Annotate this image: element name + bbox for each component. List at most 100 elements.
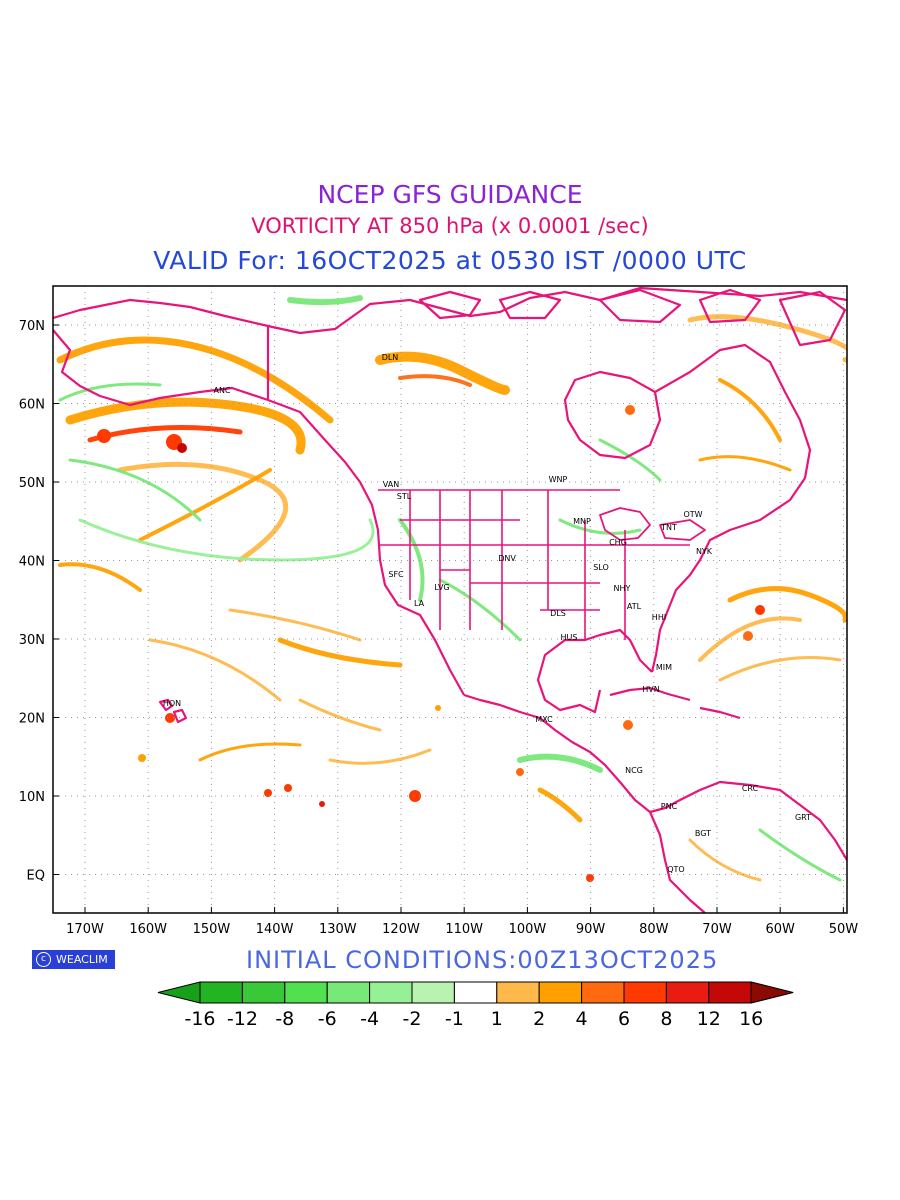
station-label: NCG [625, 766, 643, 775]
legend-label: -2 [403, 1008, 422, 1030]
station-label: DLN [382, 353, 399, 362]
legend-swatch [411, 981, 455, 1004]
lon-label: 90W [576, 922, 606, 937]
vorticity-band [438, 578, 522, 642]
vorticity-band [58, 382, 162, 402]
vorticity-band [688, 838, 762, 882]
vorticity-maximum [264, 789, 272, 797]
legend-label: 1 [491, 1008, 503, 1030]
vorticity-maximum [516, 768, 524, 776]
legend-label: 6 [618, 1008, 630, 1030]
legend-swatch [241, 981, 286, 1004]
map-frame [52, 285, 848, 914]
vorticity-maximum [177, 443, 187, 453]
vorticity-maximum [586, 874, 594, 882]
station-label: BGT [695, 829, 711, 838]
legend-label: 16 [739, 1008, 763, 1030]
station-label: DNV [498, 554, 516, 563]
vorticity-maximum [435, 705, 441, 711]
lon-label: 130W [319, 922, 357, 937]
station-label: ATL [627, 602, 642, 611]
political-boundaries [53, 286, 847, 913]
lat-label: 60N [19, 398, 45, 413]
lat-label: 70N [19, 319, 45, 334]
vorticity-band [537, 787, 583, 823]
vorticity-band [558, 518, 642, 535]
lon-label: 140W [256, 922, 294, 937]
vorticity-band [228, 608, 362, 642]
color-legend: -16 -12 -8 -6 -4 -2 -1 1 2 4 6 8 12 16 [157, 981, 794, 1030]
legend-swatch [199, 981, 243, 1004]
station-label: CHG [609, 538, 627, 547]
vorticity-band [758, 828, 842, 882]
vorticity-band [687, 314, 847, 363]
initial-conditions: INITIAL CONDITIONS:00Z13OCT2025 [246, 946, 719, 974]
legend-swatch [581, 981, 625, 1004]
legend-swatch [369, 981, 413, 1004]
legend-swatch [665, 981, 710, 1004]
vorticity-maximum [284, 784, 292, 792]
station-label: HHI [652, 613, 666, 622]
lon-label: 170W [66, 922, 104, 937]
station-label: MIM [656, 663, 672, 672]
station-label: NHY [614, 584, 631, 593]
vorticity-band [56, 336, 334, 424]
vorticity-band [65, 397, 306, 455]
station-label: VAN [383, 480, 399, 489]
station-label: WNP [549, 475, 568, 484]
vorticity-band [698, 455, 792, 472]
station-label: HUS [561, 633, 578, 642]
vorticity-band [117, 461, 289, 563]
legend-label: -4 [360, 1008, 379, 1030]
legend-swatch [708, 981, 752, 1004]
vorticity-band [138, 468, 272, 542]
lon-label: 100W [509, 922, 547, 937]
station-label: NYK [696, 547, 713, 556]
lon-label: 50W [829, 922, 859, 937]
vorticity-band [87, 425, 243, 443]
legend-label: -1 [445, 1008, 464, 1030]
vorticity-band [698, 616, 802, 662]
legend-swatch [538, 981, 583, 1004]
vorticity-band [398, 518, 425, 602]
vorticity-maximum [743, 631, 753, 641]
lon-label: 80W [639, 922, 669, 937]
legend-arrow-high [750, 981, 794, 1004]
vorticity-band [287, 295, 363, 306]
lat-label: EQ [27, 869, 45, 884]
lon-label: 160W [129, 922, 167, 937]
legend-label: -6 [318, 1008, 337, 1030]
lon-label: 60W [765, 922, 795, 937]
vorticity-band [78, 518, 375, 562]
legend-swatch [453, 981, 498, 1004]
station-labels: DLN ANC VAN STL WNP MNP TNT OTW CHG NYK DNV SLO SFC L… [163, 353, 811, 874]
station-label: DLS [550, 609, 566, 618]
vorticity-band [718, 378, 782, 442]
copyright-icon: c [36, 952, 51, 967]
lon-label: 70W [702, 922, 732, 937]
vorticity-maximum [97, 429, 111, 443]
legend-swatch [623, 981, 667, 1004]
vorticity-maximum [623, 720, 633, 730]
vorticity-band [68, 458, 202, 522]
chart-title: NCEP GFS GUIDANCE [317, 180, 583, 209]
vorticity-maximum [409, 790, 421, 802]
weaclim-logo: c WEACLIM [32, 950, 115, 969]
station-label: GRT [795, 813, 811, 822]
legend-arrow-low [157, 981, 201, 1004]
vorticity-band [517, 753, 603, 773]
vorticity-band [398, 374, 472, 387]
longitude-labels: 170W 160W 150W 140W 130W 120W 110W 100W 90W 80W 70… [66, 907, 858, 937]
station-label: OTW [683, 510, 702, 519]
vorticity-band [277, 637, 403, 668]
vorticity-maximum [319, 801, 325, 807]
lat-lon-grid [53, 286, 847, 913]
station-label: ANC [213, 386, 230, 395]
lat-label: 30N [19, 633, 45, 648]
station-label: HON [163, 699, 181, 708]
station-label: HVN [642, 685, 659, 694]
station-label: CRC [742, 784, 759, 793]
station-label: MNP [573, 517, 591, 526]
legend-label: 12 [697, 1008, 721, 1030]
